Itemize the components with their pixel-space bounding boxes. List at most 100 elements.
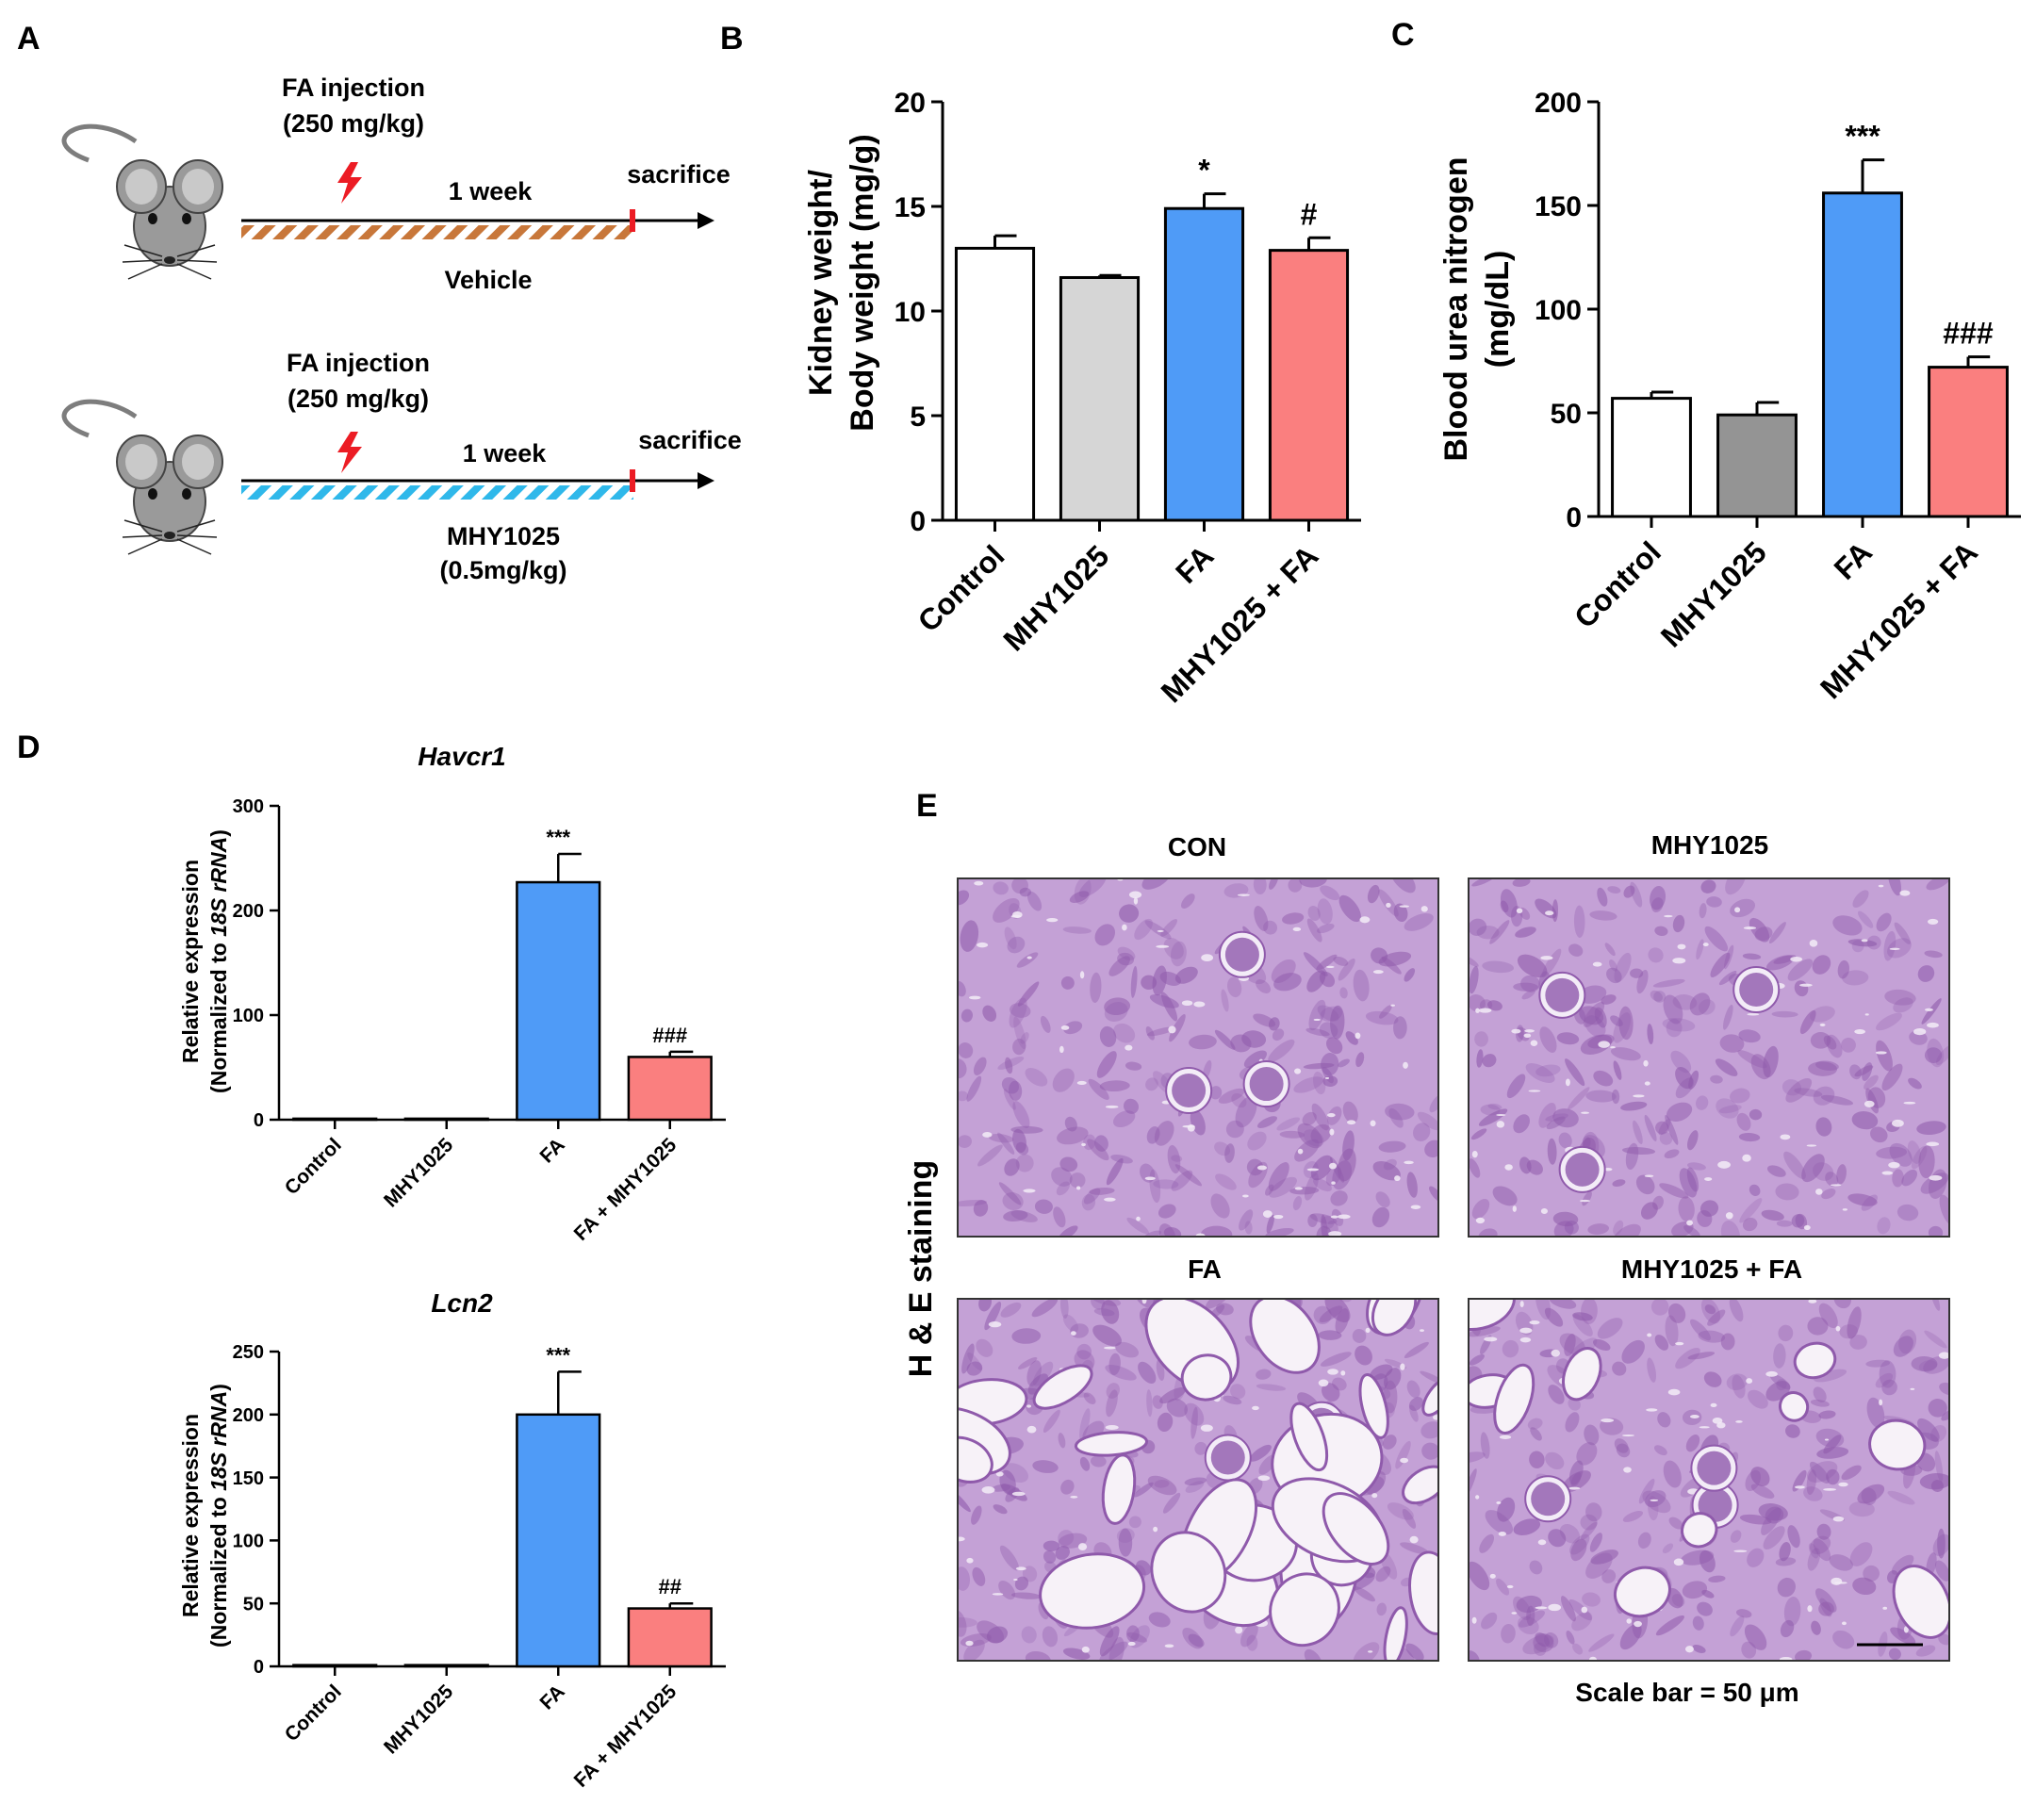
tubule (1777, 1577, 1796, 1598)
tubule (1534, 1642, 1547, 1656)
bar (403, 1664, 489, 1668)
tubule (1276, 1117, 1301, 1131)
tubule (1918, 1360, 1938, 1372)
tubule (1182, 1627, 1203, 1649)
tubule (1814, 1369, 1847, 1383)
tubule (1854, 1065, 1874, 1077)
tubule (1638, 1478, 1655, 1504)
lcn2-chart: 0 50 100 150 200 250 Control MHY1025 *** FA ## FA +… (233, 1342, 726, 1792)
tubule (1117, 946, 1136, 960)
lumen (1765, 1370, 1778, 1377)
tubule (1811, 1620, 1821, 1635)
lumen (1201, 954, 1214, 962)
tubule (966, 1361, 983, 1376)
tubule (958, 980, 966, 997)
tubule (1842, 970, 1869, 986)
tubule (1932, 1533, 1949, 1556)
glomerulus-core (1697, 1451, 1732, 1485)
tubule (971, 1505, 982, 1525)
glomerulus-core (1210, 1440, 1245, 1475)
tubule (1146, 1126, 1160, 1144)
tubule (1106, 1157, 1124, 1186)
tubule (1529, 1560, 1543, 1575)
tubule (1482, 1054, 1497, 1068)
tubule (1861, 1487, 1877, 1505)
lumen (1489, 1573, 1496, 1579)
x-tick-label: FA (536, 1681, 569, 1713)
tubule (1189, 1034, 1217, 1050)
lumen (1699, 1426, 1710, 1429)
chart-title-havcr1: Havcr1 (418, 742, 505, 771)
tubule (1263, 920, 1278, 935)
bar (1822, 191, 1903, 518)
tissue-background (1469, 878, 1949, 1237)
bar (516, 1413, 601, 1668)
tubule (1829, 1554, 1853, 1571)
tubule (976, 1338, 993, 1357)
tubule (1388, 1107, 1404, 1128)
tubule (1083, 1134, 1096, 1151)
tubule (1480, 1432, 1490, 1459)
lumen (1647, 1333, 1652, 1337)
tubule (1352, 1328, 1367, 1343)
micrograph-border (957, 877, 1439, 1238)
tubule (1637, 1532, 1651, 1549)
micrograph-title: FA (1188, 1254, 1222, 1284)
lumen (1157, 929, 1164, 932)
tubule (1545, 1451, 1565, 1470)
lumen (1015, 1566, 1026, 1571)
lumen (1484, 1336, 1498, 1342)
tubule (1099, 1025, 1117, 1047)
tubule (1662, 1018, 1696, 1032)
tubule (1382, 1435, 1397, 1450)
tubule (1808, 1543, 1819, 1559)
lumen (1390, 1004, 1395, 1007)
tubule (1857, 910, 1874, 928)
tubule (1108, 1353, 1121, 1376)
tubule (1548, 1529, 1567, 1548)
dilated-tubule (1150, 1531, 1227, 1614)
tubule (1823, 1035, 1837, 1050)
lumen (1404, 1160, 1414, 1165)
lumen (1235, 1626, 1243, 1634)
tubule (1697, 1601, 1713, 1616)
tubule (1576, 1442, 1598, 1466)
dilated-tubule (1039, 1552, 1146, 1630)
lumen (1104, 1346, 1116, 1350)
tubule (999, 1545, 1020, 1571)
lumen (1551, 1349, 1561, 1357)
lumen (1252, 1405, 1259, 1411)
tubule (1710, 952, 1731, 978)
tubule (1133, 1482, 1154, 1498)
lumen (1673, 1558, 1684, 1566)
significance-marker: # (1301, 197, 1318, 231)
bar (292, 1117, 378, 1122)
lumen (1340, 1370, 1346, 1376)
lumen (1237, 894, 1250, 896)
tubule (1185, 1481, 1205, 1493)
tubule (1556, 1032, 1580, 1045)
tubule (1354, 1586, 1376, 1602)
tubule (1093, 1308, 1115, 1317)
tubule (1355, 1345, 1372, 1366)
tubule (1272, 1028, 1285, 1041)
tubule (1163, 938, 1184, 959)
tubule (1813, 1538, 1831, 1562)
lumen (1838, 1482, 1848, 1487)
tubule (1145, 1077, 1158, 1091)
tubule (1469, 1468, 1477, 1499)
lumen (1881, 1171, 1894, 1175)
tubule (1469, 965, 1479, 994)
tubule (1813, 1386, 1827, 1402)
micrograph-title: CON (1168, 832, 1226, 861)
lumen (1242, 1194, 1249, 1198)
dilated-tubule (1032, 1364, 1093, 1410)
dilated-tubule (1249, 1299, 1321, 1374)
tubule (1338, 894, 1361, 923)
tubule (1209, 1086, 1223, 1100)
lumen (1496, 1121, 1505, 1128)
tubule (1318, 1330, 1342, 1340)
tubule (1826, 1034, 1843, 1058)
tubule (1055, 1545, 1071, 1560)
panel-a-letter: A (17, 21, 41, 57)
